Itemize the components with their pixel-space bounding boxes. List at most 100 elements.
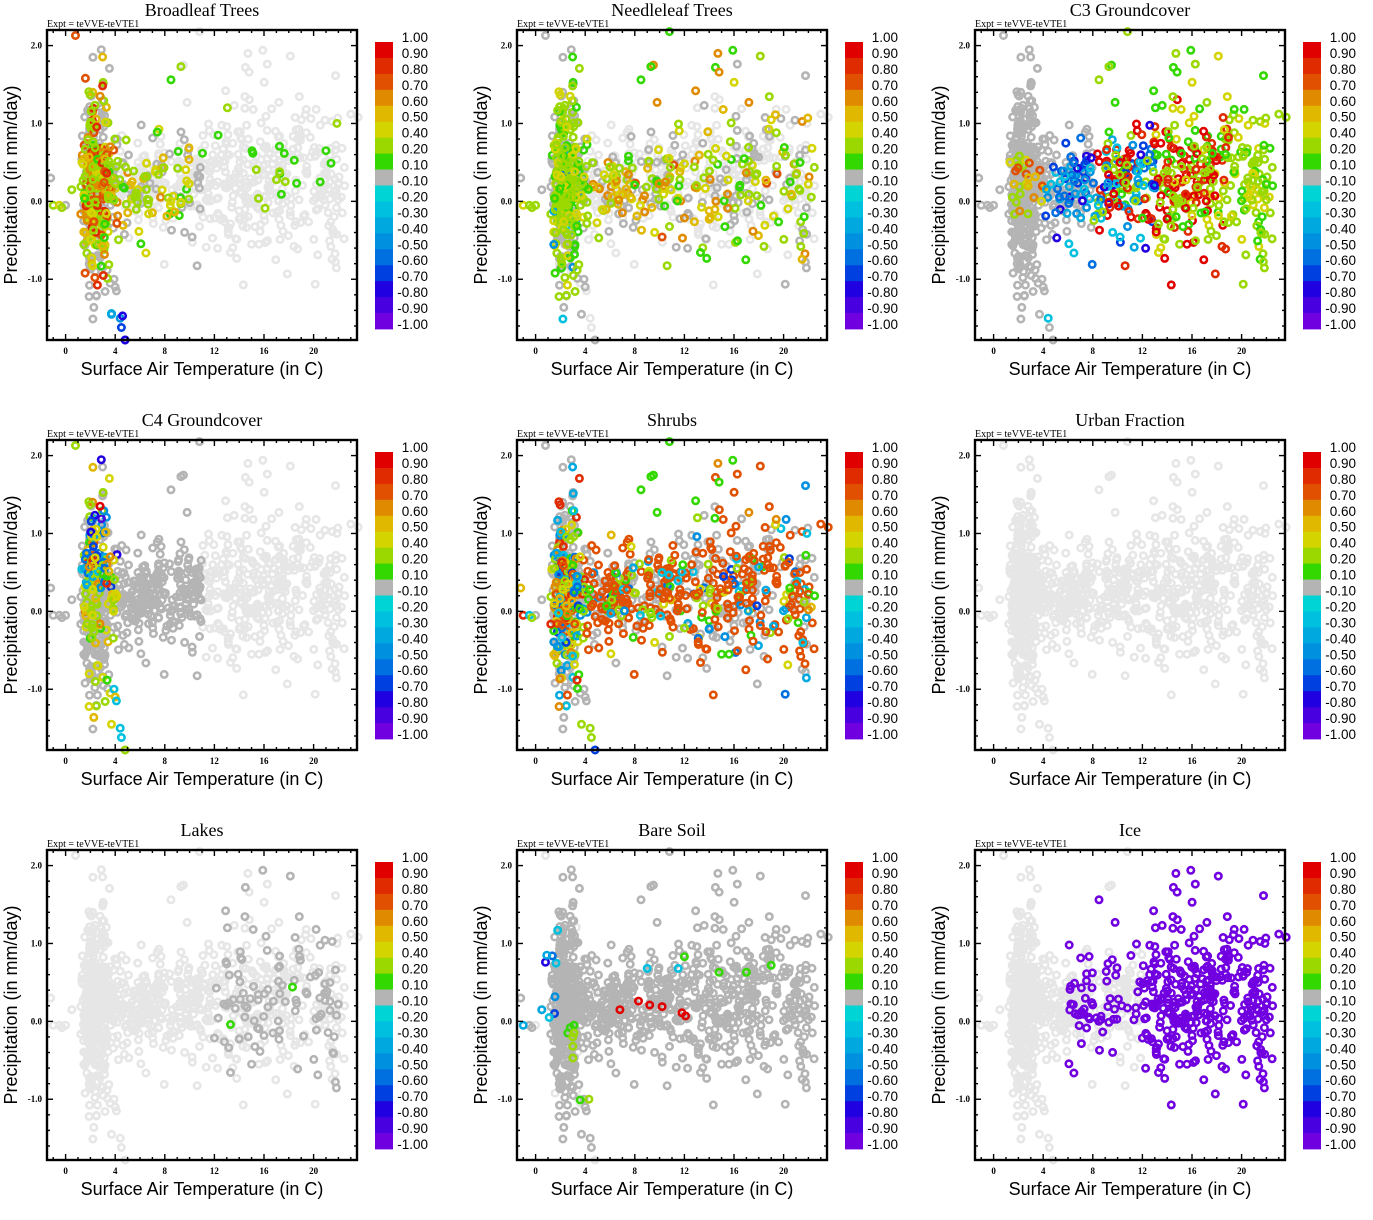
- data-point: [227, 249, 233, 255]
- data-point: [1111, 191, 1117, 197]
- data-point: [1188, 47, 1194, 53]
- data-point: [1096, 227, 1102, 233]
- x-tick-label: 8: [163, 346, 168, 356]
- colorbar-label: -0.90: [397, 711, 428, 726]
- data-point: [676, 128, 682, 134]
- data-point: [1223, 144, 1229, 150]
- colorbar-label: 1.00: [402, 30, 428, 45]
- data-point: [194, 263, 200, 269]
- colorbar-swatch: [375, 233, 393, 249]
- data-point: [104, 677, 110, 683]
- data-point: [264, 61, 270, 67]
- data-point: [261, 489, 267, 495]
- data-point: [305, 219, 311, 225]
- data-point: [1112, 99, 1118, 105]
- colorbar-label: -0.10: [397, 174, 428, 189]
- data-point: [205, 531, 211, 537]
- data-point: [181, 639, 187, 645]
- data-point: [734, 61, 740, 67]
- data-point: [168, 77, 174, 83]
- x-tick-label: 20: [1237, 346, 1247, 356]
- data-point: [138, 532, 144, 538]
- data-point: [238, 135, 244, 141]
- data-point: [1054, 235, 1060, 241]
- data-point: [1039, 276, 1045, 282]
- data-point: [280, 228, 286, 234]
- x-tick-label: 16: [1188, 346, 1198, 356]
- data-point: [246, 479, 252, 485]
- data-point: [160, 634, 166, 640]
- data-point: [798, 243, 804, 249]
- data-point: [151, 608, 157, 614]
- data-point: [1157, 199, 1163, 205]
- data-point: [1190, 205, 1196, 211]
- data-point: [125, 210, 131, 216]
- data-point: [1053, 210, 1059, 216]
- data-point: [315, 252, 321, 258]
- data-point: [805, 181, 811, 187]
- data-point: [1201, 257, 1207, 263]
- data-point: [1014, 282, 1020, 288]
- colorbar-swatch: [375, 532, 393, 548]
- data-point: [811, 164, 817, 170]
- y-tick-label: 2.0: [31, 451, 43, 461]
- colorbar-label: -0.60: [397, 663, 428, 678]
- data-point: [1064, 228, 1070, 234]
- data-point-highlight: [323, 148, 329, 154]
- data-point: [203, 654, 209, 660]
- data-point: [203, 244, 209, 250]
- x-tick-label: 0: [63, 346, 68, 356]
- data-point: [1078, 135, 1084, 141]
- data-point: [307, 134, 313, 140]
- data-point: [705, 151, 711, 157]
- data-point: [312, 281, 318, 287]
- data-point: [556, 282, 562, 288]
- data-point: [332, 72, 338, 78]
- data-point: [1235, 134, 1241, 140]
- colorbar-label: -0.20: [397, 189, 428, 204]
- data-point: [712, 93, 718, 99]
- data-point: [716, 69, 722, 75]
- data-point: [563, 292, 569, 298]
- colorbar-swatch: [1303, 217, 1321, 233]
- data-point: [1192, 127, 1198, 133]
- data-point: [264, 537, 270, 543]
- data-point: [124, 630, 130, 636]
- data-point: [334, 566, 340, 572]
- data-point: [704, 255, 710, 261]
- data-point: [1159, 102, 1165, 108]
- colorbar-label: -1.00: [397, 317, 428, 332]
- data-point: [92, 678, 98, 684]
- data-point: [801, 214, 807, 220]
- colorbar: 1.000.900.800.700.600.500.400.200.10-0.1…: [845, 30, 898, 332]
- data-point: [90, 316, 96, 322]
- data-point: [1205, 236, 1211, 242]
- data-point: [326, 238, 332, 244]
- chart-subtitle: Expt = teVVE-teVTE1: [517, 19, 609, 30]
- colorbar-label: -1.00: [867, 317, 898, 332]
- data-point: [576, 65, 582, 71]
- colorbar-label: 0.90: [402, 46, 428, 61]
- data-point: [1220, 188, 1226, 194]
- colorbar-label: -0.30: [1325, 205, 1356, 220]
- data-point: [746, 99, 752, 105]
- data-point: [292, 524, 298, 530]
- colorbar-label: -1.00: [1325, 317, 1356, 332]
- colorbar-swatch: [845, 297, 863, 313]
- data-point: [703, 236, 709, 242]
- colorbar-swatch: [375, 596, 393, 612]
- data-point: [628, 133, 634, 139]
- data-point: [727, 139, 733, 145]
- data-point: [261, 212, 267, 218]
- data-point: [625, 205, 631, 211]
- data-point: [292, 114, 298, 120]
- colorbar-swatch: [375, 201, 393, 217]
- data-point: [672, 142, 678, 148]
- data-point: [1096, 158, 1102, 164]
- data-point: [1066, 122, 1072, 128]
- colorbar-label: -0.30: [867, 205, 898, 220]
- data-point: [276, 99, 282, 105]
- x-tick-label: 4: [1041, 346, 1046, 356]
- colorbar-swatch: [845, 138, 863, 154]
